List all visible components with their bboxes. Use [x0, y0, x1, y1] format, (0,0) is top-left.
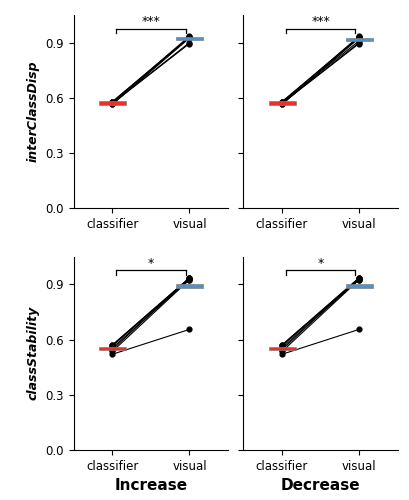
Point [355, 32, 362, 40]
Text: *: * [147, 257, 154, 270]
Point [109, 100, 115, 108]
Point [186, 274, 192, 282]
Point [278, 342, 285, 350]
Point [109, 341, 115, 349]
Point [186, 34, 192, 42]
FancyBboxPatch shape [99, 102, 126, 105]
Point [109, 346, 115, 354]
Point [278, 344, 285, 352]
FancyBboxPatch shape [268, 102, 295, 105]
Point [109, 341, 115, 349]
Point [355, 275, 362, 283]
Point [355, 326, 362, 334]
Point [355, 276, 362, 283]
Point [186, 274, 192, 282]
Point [355, 40, 362, 48]
Point [278, 100, 285, 108]
Point [109, 98, 115, 106]
Point [109, 348, 115, 356]
FancyBboxPatch shape [175, 284, 202, 288]
Point [186, 40, 192, 48]
Point [186, 33, 192, 41]
Text: ***: *** [310, 16, 329, 28]
Point [278, 100, 285, 108]
Point [186, 33, 192, 41]
Point [186, 326, 192, 334]
Point [186, 276, 192, 283]
Point [278, 346, 285, 354]
Point [278, 98, 285, 106]
Point [355, 274, 362, 282]
Point [186, 274, 192, 282]
Point [278, 350, 285, 358]
FancyBboxPatch shape [99, 347, 126, 350]
Point [109, 98, 115, 106]
Point [278, 98, 285, 106]
FancyBboxPatch shape [345, 38, 372, 41]
Point [355, 37, 362, 45]
Point [109, 100, 115, 108]
FancyBboxPatch shape [345, 284, 372, 288]
Point [355, 34, 362, 42]
Y-axis label: interClassDisp: interClassDisp [27, 61, 40, 162]
Point [278, 348, 285, 356]
Point [109, 344, 115, 352]
Point [355, 38, 362, 46]
Point [186, 275, 192, 283]
Point [355, 276, 362, 283]
Point [186, 32, 192, 40]
Point [278, 341, 285, 349]
FancyBboxPatch shape [268, 347, 295, 350]
Y-axis label: classStability: classStability [27, 306, 40, 400]
FancyBboxPatch shape [175, 37, 202, 40]
Point [109, 350, 115, 358]
Point [355, 274, 362, 282]
X-axis label: Increase: Increase [114, 478, 187, 494]
Point [355, 33, 362, 41]
Text: ***: *** [141, 16, 160, 28]
Point [278, 341, 285, 349]
X-axis label: Decrease: Decrease [280, 478, 360, 494]
Point [355, 274, 362, 282]
Point [186, 276, 192, 283]
Point [109, 100, 115, 108]
Point [278, 98, 285, 106]
Point [186, 33, 192, 41]
Point [355, 33, 362, 41]
Point [186, 38, 192, 46]
Text: *: * [317, 257, 323, 270]
Point [109, 98, 115, 106]
Point [278, 100, 285, 108]
Point [278, 100, 285, 108]
Point [109, 100, 115, 108]
Point [109, 342, 115, 350]
